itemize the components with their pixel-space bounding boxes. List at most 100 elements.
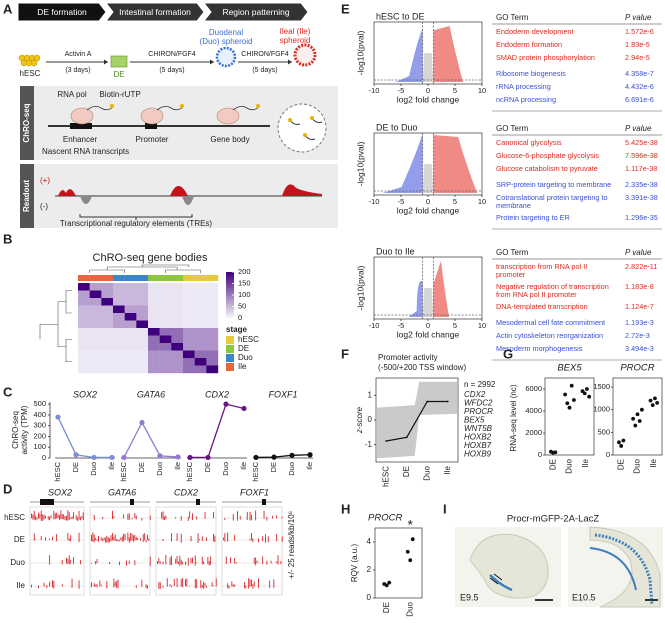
track-signal bbox=[38, 512, 39, 519]
go-term: promoter bbox=[496, 270, 526, 279]
track-signal bbox=[91, 582, 92, 588]
treatment-days: (5 days) bbox=[159, 67, 184, 74]
track-signal bbox=[112, 510, 113, 520]
go-header: P value bbox=[625, 248, 652, 257]
track-signal bbox=[128, 536, 130, 543]
track-signal bbox=[189, 585, 191, 587]
go-term: Canonical glycolysis bbox=[496, 138, 562, 147]
biotin-label: Biotin-rUTP bbox=[99, 90, 140, 99]
heatmap-cell bbox=[148, 365, 160, 374]
heatmap-cell bbox=[78, 290, 90, 299]
heatmap-cell bbox=[136, 305, 149, 314]
panel-letter: F bbox=[341, 346, 349, 361]
x-tick-label: DE bbox=[137, 462, 146, 472]
rna-pol bbox=[140, 107, 164, 125]
track-signal bbox=[133, 535, 134, 542]
track-signal bbox=[131, 517, 133, 520]
track-signal bbox=[251, 532, 252, 541]
p-value: 2.335e-38 bbox=[625, 180, 658, 189]
heatmap-cell bbox=[148, 320, 160, 329]
heatmap-cell bbox=[171, 328, 184, 336]
track-signal bbox=[194, 578, 196, 589]
minus-label: (-) bbox=[40, 202, 48, 211]
heatmap-cell bbox=[113, 343, 125, 351]
track-signal bbox=[46, 584, 48, 589]
x-tick-label: Ile bbox=[305, 462, 314, 470]
heatmap-cell bbox=[171, 358, 184, 366]
heatmap-cell bbox=[124, 335, 137, 344]
y-tick-label: 0 bbox=[538, 450, 542, 459]
biotin bbox=[180, 104, 184, 108]
x-tick-label: Ile bbox=[173, 462, 182, 470]
heatmap-cell bbox=[89, 365, 102, 374]
heatmap-cell bbox=[183, 298, 195, 306]
y-tick-label: 500 bbox=[597, 427, 610, 436]
track-signal bbox=[171, 533, 172, 542]
lacz-stain bbox=[589, 547, 637, 591]
track-signal bbox=[35, 515, 37, 521]
track-signal bbox=[39, 514, 41, 519]
track-signal bbox=[234, 534, 236, 541]
plus-label: (+) bbox=[40, 176, 50, 185]
track-signal bbox=[169, 557, 171, 566]
track-signal bbox=[47, 516, 49, 520]
y-axis-label: -log10(pval) bbox=[355, 30, 365, 75]
track-signal bbox=[40, 536, 42, 541]
x-tick-label: DE bbox=[71, 462, 80, 472]
go-term: DNA-templated transcription bbox=[496, 302, 588, 311]
track-signal bbox=[176, 578, 178, 588]
track-signal bbox=[276, 515, 278, 519]
n-label: n = 2992 bbox=[464, 380, 496, 389]
track-signal bbox=[68, 555, 70, 565]
track-signal bbox=[232, 584, 234, 587]
stage-label: E9.5 bbox=[460, 592, 479, 602]
track-signal bbox=[224, 517, 226, 521]
heatmap-cell bbox=[124, 358, 137, 366]
up-cloud bbox=[433, 261, 450, 317]
track-signal bbox=[117, 579, 119, 589]
tre-caption: Transcriptional regulatory elements (TRE… bbox=[60, 219, 213, 228]
track-signal bbox=[182, 561, 184, 565]
stage-label: E10.5 bbox=[572, 592, 596, 602]
heatmap-cell bbox=[159, 328, 172, 336]
track-signal bbox=[120, 537, 122, 541]
p-value: 3.494e-3 bbox=[625, 344, 654, 353]
x-tick-label: 5 bbox=[453, 321, 457, 330]
track-signal bbox=[266, 560, 268, 565]
track-signal bbox=[161, 512, 163, 519]
track-signal bbox=[81, 515, 83, 519]
stage-annotation bbox=[183, 275, 195, 281]
nascent-label: Nascent RNA transcripts bbox=[42, 147, 129, 156]
track-signal bbox=[244, 582, 245, 589]
y-tick-label: 4 bbox=[367, 537, 372, 546]
y-tick-label: 2000 bbox=[525, 428, 542, 437]
heatmap-cell bbox=[78, 305, 90, 314]
p-value: 2.94e-5 bbox=[625, 53, 650, 62]
heatmap-cell bbox=[113, 320, 125, 329]
x-tick-label: Ile bbox=[239, 462, 248, 470]
hesc-cell bbox=[33, 54, 41, 62]
heatmap-cell bbox=[194, 365, 207, 374]
embryo bbox=[469, 533, 549, 599]
gene-name: HOXB9 bbox=[464, 450, 492, 459]
track-signal bbox=[224, 533, 226, 542]
heatmap-cell bbox=[194, 350, 207, 359]
x-tick-label: Ile bbox=[581, 458, 590, 467]
track-signal bbox=[140, 538, 141, 541]
track-signal bbox=[175, 558, 177, 564]
gene-name: HOXB2 bbox=[464, 433, 492, 442]
track-signal bbox=[270, 560, 272, 564]
gene-name: CDX2 bbox=[174, 487, 198, 497]
track-signal bbox=[165, 515, 167, 520]
frame bbox=[374, 527, 423, 599]
y-axis-label: ChRO-seq bbox=[11, 411, 20, 449]
panel-letter: A bbox=[3, 1, 13, 16]
go-term: Mesodermal cell fate commitment bbox=[496, 318, 605, 327]
heatmap-cell bbox=[206, 328, 219, 336]
track-signal bbox=[203, 561, 205, 565]
plus-peak bbox=[58, 189, 76, 196]
track-signal bbox=[100, 584, 102, 587]
x-tick-label: 5 bbox=[453, 197, 457, 206]
track-frame bbox=[221, 506, 283, 596]
bead-dot bbox=[288, 118, 292, 122]
